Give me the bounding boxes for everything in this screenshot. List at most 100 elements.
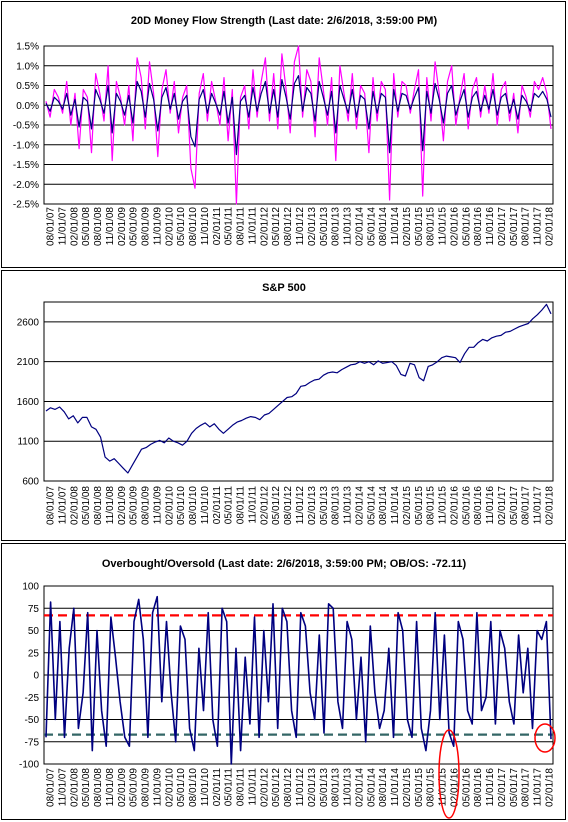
chart-3-xtick-label: 02/01/13	[307, 768, 318, 807]
chart-2-xtick-label: 11/01/17	[533, 486, 544, 525]
chart-1-xtick-label: 08/01/07	[46, 207, 57, 246]
chart-1-xtick-label: 08/01/09	[141, 207, 152, 246]
chart-2-xtick-label: 02/01/15	[402, 486, 413, 525]
chart-2-xtick-label: 08/01/08	[93, 486, 104, 525]
chart-1-xtick-label: 05/01/09	[129, 207, 140, 246]
chart-1-ytick-label: 0.5%	[16, 81, 39, 92]
chart-3-xtick-label: 02/01/16	[450, 768, 461, 807]
chart-1-xtick-label: 02/01/18	[545, 207, 556, 246]
chart-3-xtick-label: 08/01/07	[46, 768, 57, 807]
chart-1-xtick-label: 08/01/12	[283, 207, 294, 246]
chart-2-xtick-label: 08/01/09	[141, 486, 152, 525]
chart-3-xtick-label: 11/01/13	[343, 768, 354, 807]
chart-2-xtick-label: 05/01/13	[319, 486, 330, 525]
chart-2-ytick-label: 1600	[17, 397, 40, 408]
chart-2-xtick-label: 08/01/10	[188, 486, 199, 525]
chart-1-ytick-label: -1.0%	[13, 140, 39, 151]
chart-2-xtick-label: 02/01/08	[69, 486, 80, 525]
chart-3-xtick-label: 02/01/10	[164, 768, 175, 807]
chart-1-xtick-label: 11/01/12	[295, 207, 306, 246]
chart-3-xtick-label: 05/01/12	[271, 768, 282, 807]
chart-3-xtick-label: 11/01/08	[105, 768, 116, 807]
chart-1-xtick-label: 08/01/14	[378, 207, 389, 246]
chart-1-xtick-label: 11/01/14	[390, 207, 401, 246]
chart-2-xtick-label: 05/01/09	[129, 486, 140, 525]
chart-3-annotation-ellipse	[534, 723, 556, 753]
chart-2-xtick-label: 08/01/15	[426, 486, 437, 525]
chart-2-xtick-label: 08/01/07	[46, 486, 57, 525]
chart-2-xtick-label: 11/01/12	[295, 486, 306, 525]
chart-2-title: S&P 500	[262, 282, 306, 294]
chart-2-xtick-label: 05/01/12	[271, 486, 282, 525]
chart-3-ytick-label: -25	[25, 693, 40, 704]
chart-3-xtick-label: 05/01/17	[509, 768, 520, 807]
chart-2-xtick-label: 11/01/16	[485, 486, 496, 525]
chart-3-xtick-label: 08/01/16	[473, 768, 484, 807]
chart-3-ytick-label: 25	[28, 648, 40, 659]
chart-3-xtick-label: 08/01/08	[93, 768, 104, 807]
chart-1-xtick-label: 02/01/14	[354, 207, 365, 246]
chart-2-xtick-label: 02/01/16	[450, 486, 461, 525]
chart-3-xtick-label: 08/01/15	[426, 768, 437, 807]
chart-3-xtick-label: 02/01/08	[69, 768, 80, 807]
chart-1-xtick-label: 08/01/16	[473, 207, 484, 246]
chart-2-xtick-label: 08/01/16	[473, 486, 484, 525]
chart-1-title: 20D Money Flow Strength (Last date: 2/6/…	[131, 15, 438, 27]
chart-2-xtick-label: 11/01/09	[152, 486, 163, 525]
chart-1-ytick-label: 1.0%	[16, 61, 39, 72]
chart-1-xtick-label: 05/01/08	[81, 207, 92, 246]
chart-3-ytick-label: -100	[19, 760, 39, 771]
chart-3-xtick-label: 02/01/09	[117, 768, 128, 807]
chart-1-xtick-label: 02/01/12	[259, 207, 270, 246]
chart-3-xtick-label: 02/01/15	[402, 768, 413, 807]
chart-1-xtick-label: 05/01/17	[509, 207, 520, 246]
chart-1-xtick-label: 11/01/11	[248, 207, 259, 245]
chart-1-xtick-label: 11/01/13	[343, 207, 354, 246]
chart-3-xtick-label: 05/01/11	[224, 768, 235, 807]
chart-1-ytick-label: -2.5%	[13, 200, 39, 211]
chart-1-xtick-label: 11/01/09	[152, 207, 163, 246]
chart-3-xtick-label: 02/01/18	[545, 768, 556, 807]
chart-3-xtick-label: 05/01/08	[81, 768, 92, 807]
chart-3-xtick-label: 05/01/16	[461, 768, 472, 807]
chart-2-xtick-label: 08/01/13	[331, 486, 342, 525]
chart-1-xtick-label: 02/01/15	[402, 207, 413, 246]
chart-2-xtick-label: 05/01/14	[366, 486, 377, 525]
chart-1-xtick-label: 02/01/13	[307, 207, 318, 246]
chart-1-ytick-label: -1.5%	[13, 160, 39, 171]
chart-1-xtick-label: 11/01/07	[57, 207, 68, 246]
chart-2-xtick-label: 02/01/13	[307, 486, 318, 525]
chart-3-ytick-label: -75	[25, 737, 40, 748]
chart-1-xtick-label: 08/01/08	[93, 207, 104, 246]
chart-1-xtick-label: 11/01/08	[105, 207, 116, 246]
chart-2-xtick-label: 08/01/17	[521, 486, 532, 525]
chart-2-xtick-label: 05/01/10	[176, 486, 187, 525]
chart-1-xtick-label: 08/01/13	[331, 207, 342, 246]
chart-1-xtick-label: 02/01/09	[117, 207, 128, 246]
chart-2-xtick-label: 02/01/17	[497, 486, 508, 525]
chart-1-xtick-label: 02/01/10	[164, 207, 175, 246]
chart-3-xtick-label: 02/01/17	[497, 768, 508, 807]
chart-1-ytick-label: 1.5%	[16, 42, 39, 53]
chart-2-ytick-label: 600	[22, 477, 39, 488]
chart-3-xtick-label: 02/01/14	[354, 768, 365, 807]
chart-1-xtick-label: 08/01/10	[188, 207, 199, 246]
chart-1-xtick-label: 05/01/16	[461, 207, 472, 246]
chart-2-xtick-label: 02/01/14	[354, 486, 365, 525]
chart-3-xtick-label: 08/01/12	[283, 768, 294, 807]
chart-3-xtick-label: 02/01/11	[212, 768, 223, 807]
chart-1-xtick-label: 11/01/17	[533, 207, 544, 246]
chart-2-xtick-label: 05/01/15	[414, 486, 425, 525]
chart-2-plot-area	[43, 301, 554, 482]
chart-3-xtick-label: 11/01/12	[295, 768, 306, 807]
chart-3-xtick-label: 11/01/16	[485, 768, 496, 807]
chart-3-ytick-label: -50	[25, 715, 40, 726]
chart-3-annotation-ellipse	[438, 729, 460, 819]
chart-3-series-1-line	[45, 595, 552, 765]
chart-2-xtick-label: 02/01/12	[259, 486, 270, 525]
chart-3-xtick-label: 08/01/14	[378, 768, 389, 807]
chart-3-xtick-label: 08/01/13	[331, 768, 342, 807]
chart-1-xtick-label: 05/01/15	[414, 207, 425, 246]
chart-2-ytick-label: 2600	[17, 317, 40, 328]
